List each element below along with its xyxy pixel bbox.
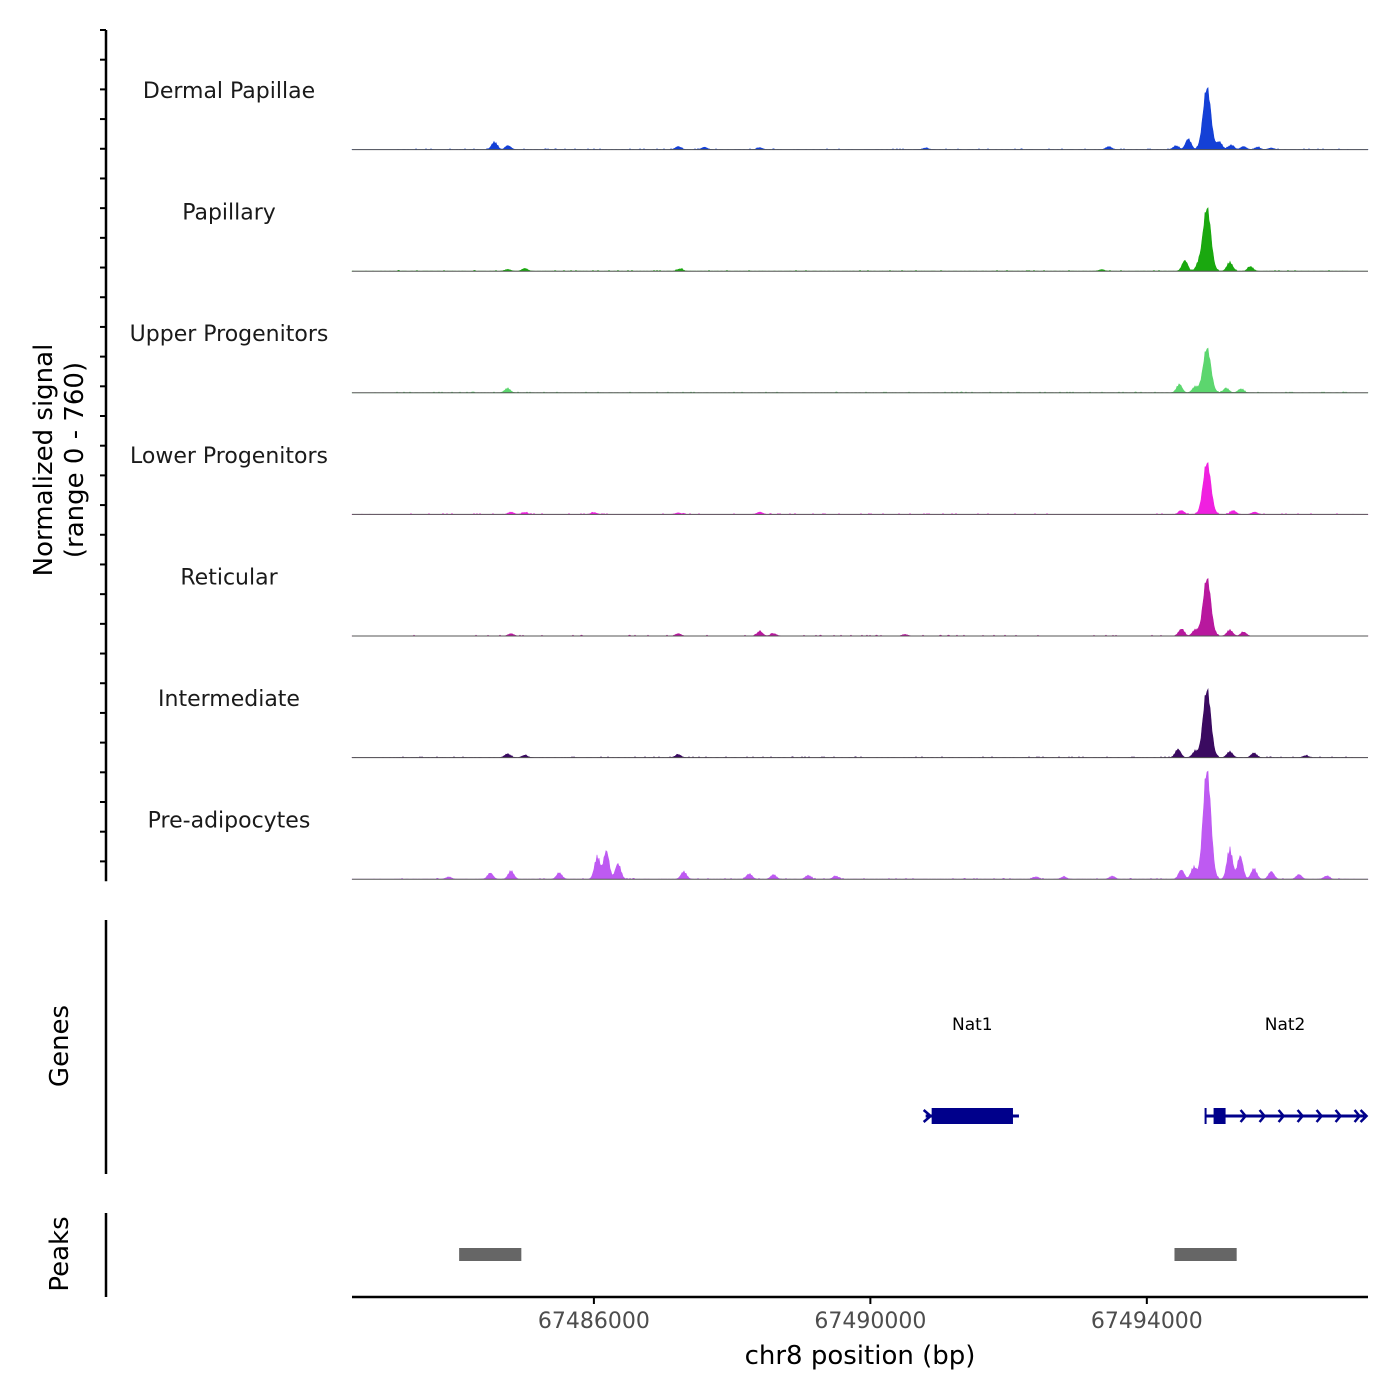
signal-area-4 xyxy=(351,577,1369,637)
gene-label-nat2: Nat2 xyxy=(1265,1015,1306,1035)
axes: 67486000 67490000 67494000 xyxy=(100,29,1368,1334)
x-tick-label-1: 67490000 xyxy=(814,1309,926,1334)
y-axis-label-line1: Normalized signal xyxy=(29,344,59,577)
track-label-2: Upper Progenitors xyxy=(130,322,329,347)
gene-track: Nat1 Nat2 xyxy=(922,1015,1369,1124)
peak-track xyxy=(459,1248,1237,1261)
track-label-4: Reticular xyxy=(180,565,278,590)
gene-strand-arrow xyxy=(1258,1109,1267,1123)
gene-strand-arrow xyxy=(1296,1109,1305,1123)
peaks-track-label: Peaks xyxy=(45,1216,75,1291)
peak-region-0 xyxy=(459,1248,522,1261)
gene-exon-nat2 xyxy=(1213,1108,1226,1124)
track-label-6: Pre-adipocytes xyxy=(148,809,311,834)
gene-strand-arrow xyxy=(1334,1109,1343,1123)
signal-area-6 xyxy=(351,770,1369,880)
track-label-3: Lower Progenitors xyxy=(130,444,328,469)
track-label-5: Intermediate xyxy=(158,687,300,712)
gene-strand-arrow xyxy=(1315,1109,1324,1123)
x-axis-label: chr8 position (bp) xyxy=(745,1341,976,1371)
y-axis-label-line2: (range 0 - 760) xyxy=(60,362,90,558)
signal-area-2 xyxy=(351,347,1369,394)
gene-label-nat1: Nat1 xyxy=(952,1015,993,1035)
peak-region-1 xyxy=(1174,1248,1237,1261)
gene-strand-arrow xyxy=(922,1109,933,1123)
signal-area-1 xyxy=(351,207,1369,272)
track-label-1: Papillary xyxy=(182,201,276,226)
gene-strand-arrow xyxy=(1277,1109,1286,1123)
gene-strand-arrow xyxy=(1359,1109,1369,1123)
signal-area-0 xyxy=(351,87,1369,150)
signal-area-3 xyxy=(351,461,1369,515)
track-label-0: Dermal Papillae xyxy=(143,79,315,104)
gene-strand-arrow xyxy=(1353,1109,1362,1123)
signal-tracks: Dermal Papillae Papillary Upper Progenitor… xyxy=(130,79,1369,880)
x-tick-label-0: 67486000 xyxy=(538,1309,650,1334)
x-tick-label-2: 67494000 xyxy=(1091,1309,1203,1334)
gene-strand-arrow xyxy=(1239,1109,1248,1123)
genes-track-label: Genes xyxy=(45,1005,75,1087)
signal-area-5 xyxy=(351,688,1369,758)
